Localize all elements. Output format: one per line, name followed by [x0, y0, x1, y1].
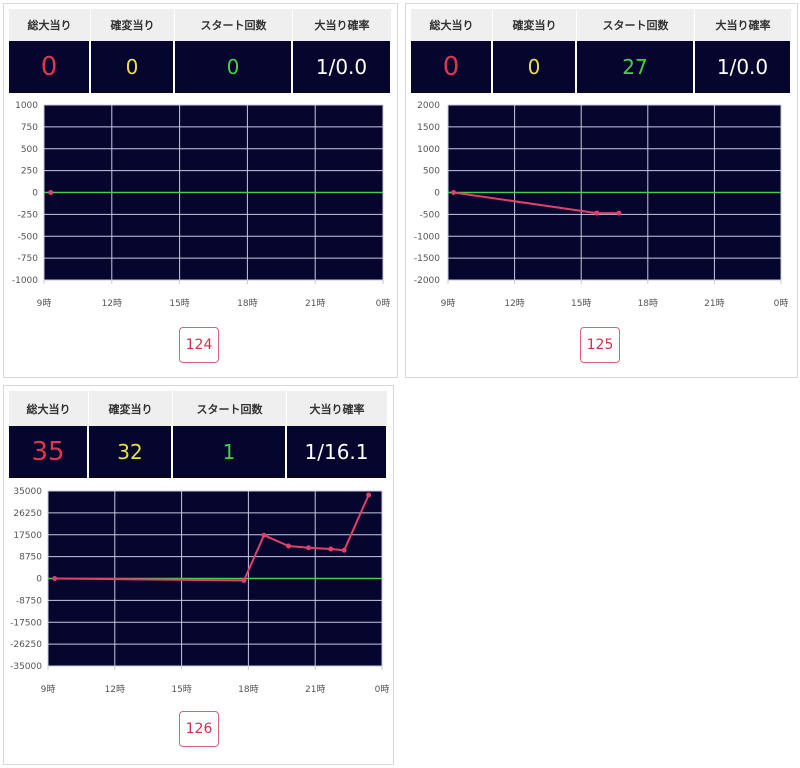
y-tick-label: 750	[21, 123, 38, 133]
stats-value-start: 27	[577, 41, 695, 93]
stats-value-kakuhen: 0	[493, 41, 577, 93]
stats-header: 総大当り	[9, 9, 91, 41]
machine-panel-126: 総大当り 確変当り スタート回数 大当り確率 35 32 1 1/16.1 35000 26250…	[3, 385, 394, 765]
stats-value-rate: 1/16.1	[287, 426, 388, 478]
y-tick-label: 250	[21, 167, 38, 177]
data-point	[341, 547, 347, 553]
stats-header: 確変当り	[91, 9, 175, 41]
x-tick-label: 21時	[305, 684, 325, 695]
y-tick-label: -26250	[10, 640, 42, 650]
machine-number-button[interactable]: 124	[179, 327, 219, 363]
x-tick-label: 0時	[375, 684, 390, 695]
y-tick-label: -1000	[12, 276, 38, 286]
x-tick-label: 15時	[171, 684, 191, 695]
y-tick-label: -35000	[10, 662, 42, 672]
data-point	[451, 190, 457, 195]
x-tick-label: 0時	[774, 298, 789, 309]
data-point	[366, 492, 372, 498]
y-tick-label: 1500	[417, 123, 440, 133]
x-tick-label: 15時	[169, 298, 189, 309]
stats-table: 総大当り 確変当り スタート回数 大当り確率 0 0 0 1/0.0	[9, 9, 392, 93]
x-tick-label: 12時	[102, 298, 122, 309]
y-tick-label: 500	[21, 145, 38, 155]
y-tick-label: -1500	[414, 254, 440, 264]
stats-header: 総大当り	[9, 391, 89, 426]
x-tick-label: 21時	[305, 298, 325, 309]
stats-value-start: 1	[173, 426, 287, 478]
stats-value-rate: 1/0.0	[695, 41, 792, 93]
y-tick-label: -500	[18, 232, 39, 242]
y-tick-label: 1000	[15, 101, 38, 111]
x-tick-label: 18時	[237, 298, 257, 309]
stats-header: 確変当り	[89, 391, 173, 426]
x-tick-label: 9時	[41, 684, 56, 695]
y-tick-label: -250	[18, 210, 39, 220]
y-tick-label: 26250	[13, 509, 42, 519]
data-point	[306, 545, 312, 551]
stats-header: スタート回数	[173, 391, 287, 426]
x-tick-label: 12時	[105, 684, 125, 695]
y-tick-label: -750	[18, 254, 39, 264]
y-tick-label: 0	[434, 189, 440, 199]
x-tick-label: 18時	[638, 298, 658, 309]
y-tick-label: -500	[420, 210, 441, 220]
stats-value-total: 0	[9, 41, 91, 93]
line-chart: 35000 26250 17500 8750 0 -8750 -17500 -26250 -35…	[10, 487, 390, 695]
y-tick-label: 1000	[417, 145, 440, 155]
y-tick-label: 17500	[13, 531, 42, 541]
stats-value-total: 35	[9, 426, 89, 478]
stats-header: スタート回数	[577, 9, 695, 41]
y-tick-label: 0	[36, 575, 42, 585]
stats-header: 確変当り	[493, 9, 577, 41]
x-tick-label: 18時	[238, 684, 258, 695]
stats-value-total: 0	[411, 41, 493, 93]
x-tick-label: 15時	[571, 298, 591, 309]
data-point	[261, 532, 267, 538]
y-tick-label: 35000	[13, 487, 42, 497]
y-tick-label: 2000	[417, 101, 440, 111]
stats-table: 総大当り 確変当り スタート回数 大当り確率 0 0 27 1/0.0	[411, 9, 792, 93]
data-point	[241, 578, 247, 583]
y-tick-label: 0	[32, 189, 38, 199]
y-tick-label: 8750	[19, 553, 42, 563]
stats-value-kakuhen: 0	[91, 41, 175, 93]
stats-value-kakuhen: 32	[89, 426, 173, 478]
stats-header: 大当り確率	[293, 9, 392, 41]
y-tick-label: -2000	[414, 276, 440, 286]
stats-value-start: 0	[175, 41, 293, 93]
y-tick-label: -8750	[16, 596, 42, 606]
machine-number-button[interactable]: 125	[580, 327, 620, 363]
stats-header: 大当り確率	[287, 391, 388, 426]
x-tick-label: 12時	[504, 298, 524, 309]
data-point	[594, 210, 600, 216]
x-tick-label: 9時	[441, 298, 456, 309]
line-chart: 2000 1500 1000 500 0 -500 -1000 -1500 -2000 9時 12時…	[414, 101, 789, 309]
machine-panel-124: 総大当り 確変当り スタート回数 大当り確率 0 0 0 1/0.0 1000 750 500 250…	[3, 3, 398, 378]
y-tick-label: -1000	[414, 232, 440, 242]
data-point	[48, 190, 54, 195]
x-tick-label: 21時	[704, 298, 724, 309]
stats-value-rate: 1/0.0	[293, 41, 392, 93]
x-tick-label: 9時	[37, 298, 52, 309]
x-tick-label: 0時	[376, 298, 391, 309]
data-point	[328, 546, 334, 552]
data-point	[52, 576, 58, 581]
stats-header: 大当り確率	[695, 9, 792, 41]
y-tick-label: -17500	[10, 618, 42, 628]
stats-header: 総大当り	[411, 9, 493, 41]
data-point	[616, 210, 622, 216]
stats-table: 総大当り 確変当り スタート回数 大当り確率 35 32 1 1/16.1	[9, 391, 388, 478]
line-chart: 1000 750 500 250 0 -250 -500 -750 -1000 9時 12時 15時 1…	[12, 101, 391, 309]
data-point	[285, 543, 291, 549]
y-tick-label: 500	[423, 167, 440, 177]
stats-header: スタート回数	[175, 9, 293, 41]
machine-number-button[interactable]: 126	[179, 711, 219, 747]
machine-panel-125: 総大当り 確変当り スタート回数 大当り確率 0 0 27 1/0.0 2000 1500 1000…	[405, 3, 798, 378]
